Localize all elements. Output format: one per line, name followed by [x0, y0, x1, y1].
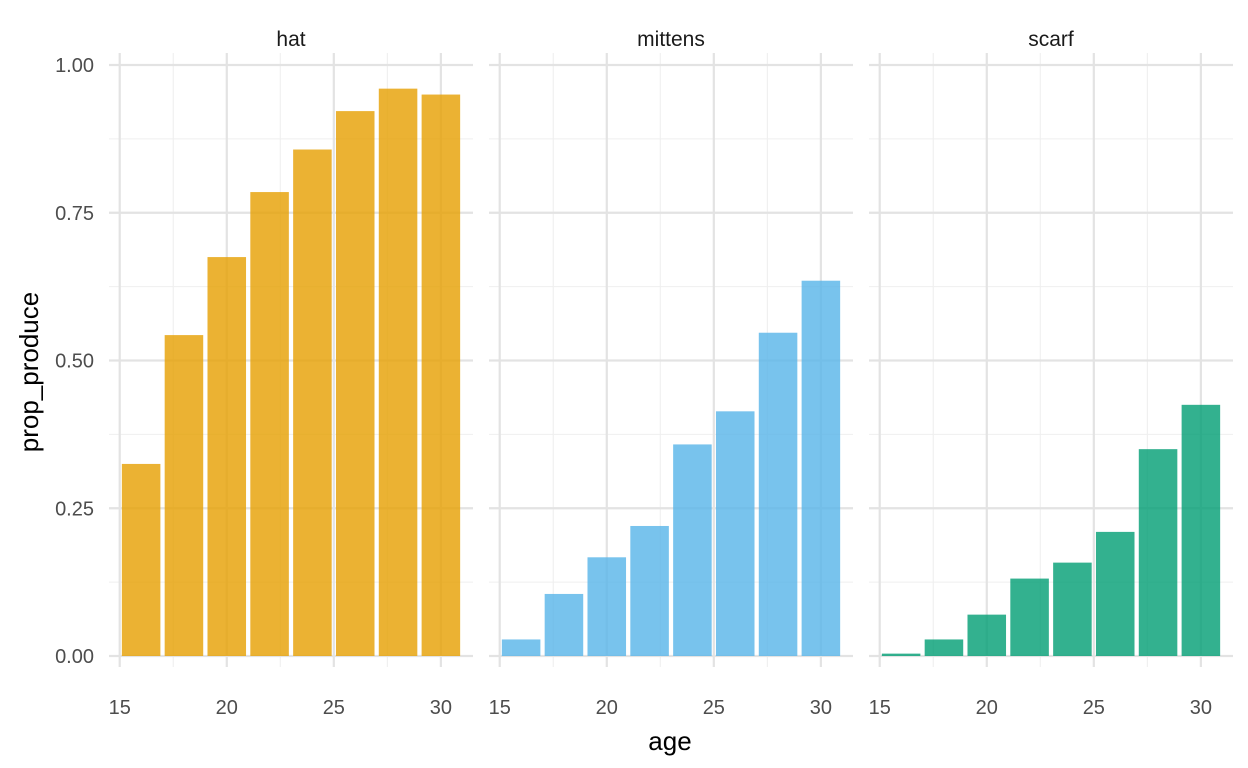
y-tick-label: 0.25 — [55, 498, 94, 520]
x-tick-label: 20 — [976, 697, 998, 719]
y-tick-label: 0.50 — [55, 351, 94, 373]
bar-mittens-age-28 — [758, 332, 798, 656]
x-tick-label: 25 — [1083, 697, 1105, 719]
x-tick-label: 25 — [323, 697, 345, 719]
bar-mittens-age-24 — [673, 444, 712, 656]
bar-mittens-age-30 — [801, 280, 841, 656]
bar-scarf-age-16 — [881, 653, 921, 656]
x-tick-label: 30 — [1190, 697, 1212, 719]
facet-panel-scarf: scarf 15 20 25 30 — [869, 28, 1233, 719]
facet-panel-mittens: mittens 15 20 25 30 — [489, 28, 853, 719]
y-tick-label: 0.00 — [55, 646, 94, 668]
facet-panel-hat: hat 15 20 25 30 — [109, 28, 473, 719]
x-axis-title: age — [648, 726, 691, 756]
x-tick-label: 20 — [596, 697, 618, 719]
bar-mittens-age-18 — [544, 593, 584, 656]
bar-scarf-age-20 — [967, 614, 1007, 656]
bar-mittens-age-22 — [630, 525, 669, 656]
facet-label-hat: hat — [276, 28, 305, 51]
bar-scarf-age-22 — [1010, 578, 1049, 656]
x-tick-label: 15 — [869, 697, 891, 719]
bar-scarf-age-26 — [1095, 531, 1135, 656]
y-tick-label: 0.75 — [55, 203, 94, 225]
bar-hat-age-26 — [335, 111, 375, 656]
bar-hat-age-20 — [207, 257, 247, 656]
bar-scarf-age-28 — [1138, 449, 1178, 656]
bar-hat-age-16 — [121, 463, 161, 656]
bar-hat-age-18 — [164, 335, 204, 656]
bar-scarf-age-18 — [924, 639, 964, 656]
bar-hat-age-30 — [421, 94, 461, 657]
facet-label-mittens: mittens — [637, 28, 705, 51]
bar-mittens-age-20 — [587, 557, 627, 656]
x-tick-label: 15 — [489, 697, 511, 719]
bar-scarf-age-30 — [1181, 404, 1221, 656]
bar-hat-age-22 — [250, 192, 289, 656]
x-tick-label: 25 — [703, 697, 725, 719]
x-tick-label: 15 — [109, 697, 131, 719]
y-axis-title: prop_produce — [14, 292, 44, 452]
facet-label-scarf: scarf — [1028, 28, 1074, 51]
y-tick-label: 1.00 — [55, 55, 94, 77]
x-tick-label: 30 — [810, 697, 832, 719]
x-tick-label: 20 — [216, 697, 238, 719]
x-tick-label: 30 — [430, 697, 452, 719]
bar-mittens-age-16 — [501, 639, 541, 656]
bar-scarf-age-24 — [1053, 562, 1092, 656]
bar-hat-age-24 — [293, 149, 332, 656]
bar-hat-age-28 — [378, 88, 418, 656]
bar-mittens-age-26 — [715, 411, 755, 656]
